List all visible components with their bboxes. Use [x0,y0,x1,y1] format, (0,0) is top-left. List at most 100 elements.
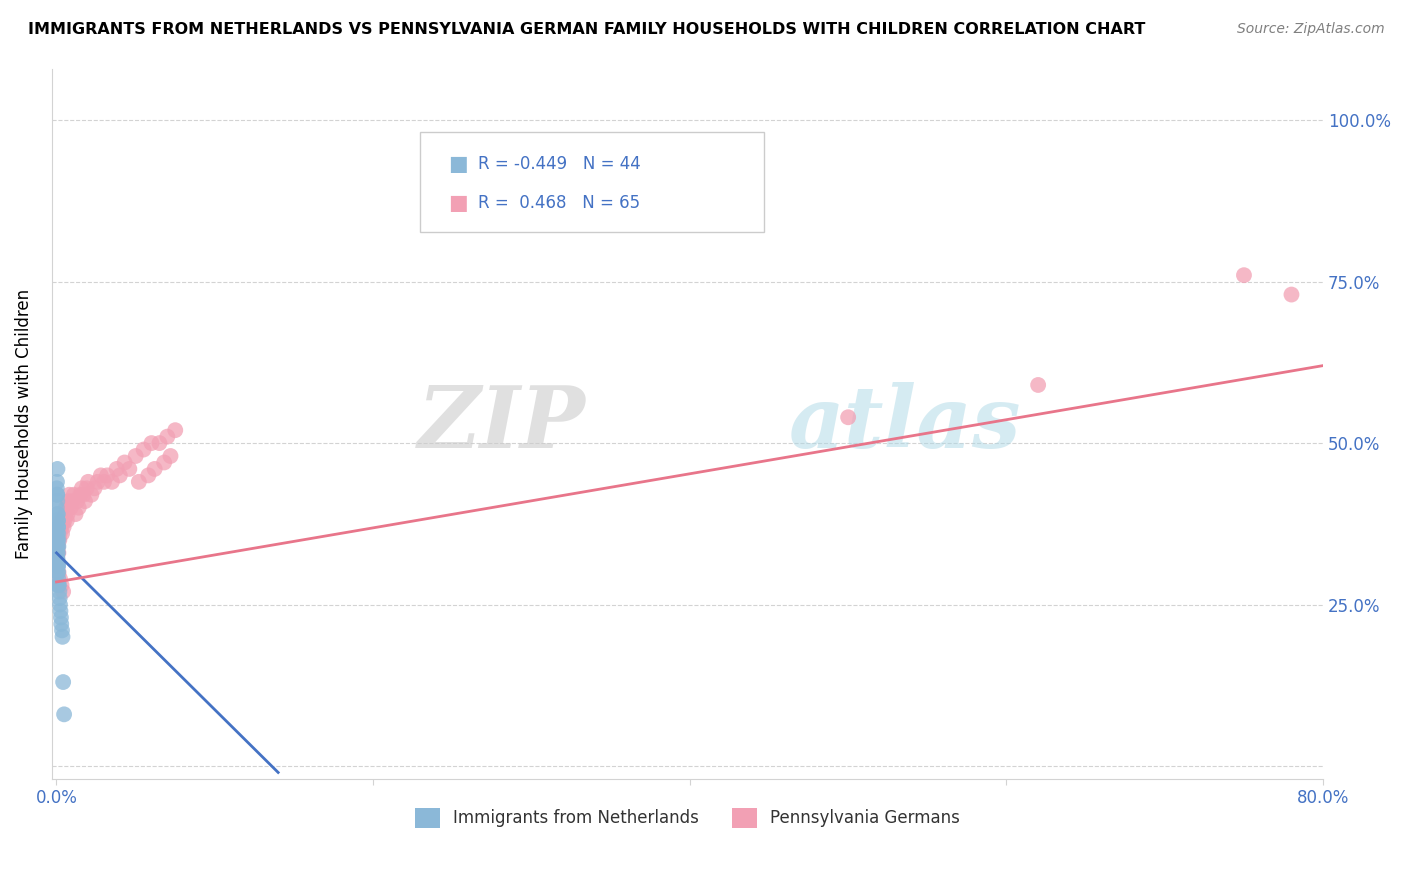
Point [52,514,75,528]
FancyBboxPatch shape [420,132,763,232]
Point [48,533,70,547]
Point [46,540,69,554]
Point [96,468,118,483]
Point [67,500,90,515]
Point [46,578,69,592]
Point [48,578,70,592]
Point [66,494,89,508]
Point [76,481,98,495]
Point [51,624,73,638]
Point [51,578,73,592]
Point [48,584,70,599]
Text: atlas: atlas [789,382,1022,466]
Text: Source: ZipAtlas.com: Source: ZipAtlas.com [1237,22,1385,37]
Point [46,488,69,502]
Point [46,558,69,573]
Point [46,558,69,573]
Point [837,410,859,425]
Point [46,520,69,534]
Point [49,604,72,618]
Point [56,514,79,528]
Point [141,436,163,450]
Text: R = -0.449   N = 44: R = -0.449 N = 44 [478,155,640,173]
Point [53,707,76,722]
Point [1281,287,1303,301]
Point [48,533,70,547]
Text: ■: ■ [449,154,468,175]
Point [159,449,181,463]
Point [63,488,86,502]
Point [136,468,159,483]
Point [46,520,69,534]
Point [153,455,176,469]
Point [49,610,72,624]
Point [45,500,67,515]
Point [51,520,73,534]
Point [83,481,105,495]
Point [114,455,136,469]
Point [48,526,70,541]
Point [46,552,69,566]
Point [49,514,72,528]
Point [46,572,69,586]
Point [56,507,79,521]
Point [46,546,69,560]
Point [48,578,70,592]
Point [46,475,69,489]
Point [1233,268,1256,282]
Point [46,566,69,580]
Point [46,558,69,573]
Point [46,462,69,476]
Point [59,500,82,515]
Point [101,475,124,489]
Point [49,572,72,586]
Point [58,488,80,502]
Point [46,540,69,554]
Point [48,546,70,560]
Point [105,462,128,476]
Point [165,423,187,437]
Point [72,488,94,502]
Point [49,598,72,612]
Point [46,546,69,560]
Point [80,488,103,502]
Point [51,526,73,541]
Point [52,584,75,599]
Point [46,526,69,541]
Point [86,475,108,489]
Text: IMMIGRANTS FROM NETHERLANDS VS PENNSYLVANIA GERMAN FAMILY HOUSEHOLDS WITH CHILDR: IMMIGRANTS FROM NETHERLANDS VS PENNSYLVA… [28,22,1146,37]
Point [46,552,69,566]
Point [90,468,112,483]
Point [58,494,80,508]
Point [70,481,93,495]
Point [52,520,75,534]
Point [51,616,73,631]
Point [46,540,69,554]
Point [77,475,100,489]
Point [69,488,91,502]
Point [124,449,146,463]
Point [46,533,69,547]
Point [65,507,87,521]
Point [60,494,83,508]
Point [46,494,69,508]
Point [46,533,69,547]
Point [46,566,69,580]
Point [52,675,75,690]
Point [46,514,69,528]
Point [46,507,69,521]
Point [118,462,141,476]
Point [156,430,179,444]
Text: ■: ■ [449,194,468,213]
Point [143,462,166,476]
Point [55,500,77,515]
Point [73,494,96,508]
Point [45,540,67,554]
Text: ZIP: ZIP [418,382,586,466]
Point [46,552,69,566]
Y-axis label: Family Households with Children: Family Households with Children [15,289,32,558]
Point [48,520,70,534]
Point [93,475,115,489]
Point [46,488,69,502]
Point [128,475,150,489]
